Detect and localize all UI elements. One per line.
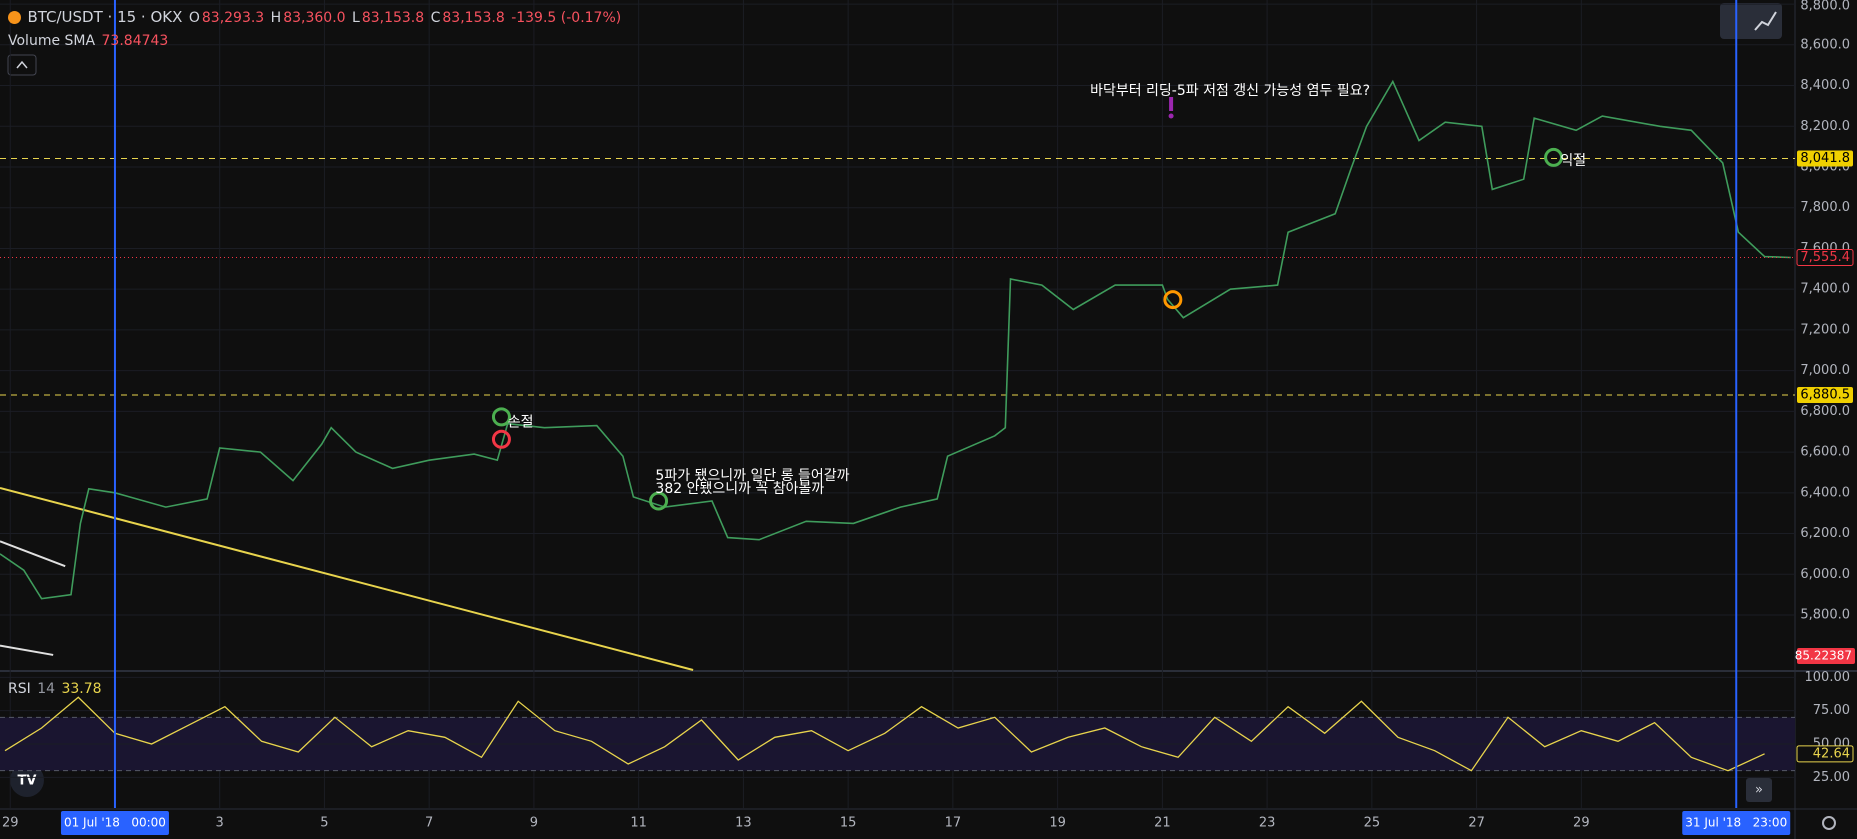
rsi-period: 14	[37, 681, 56, 697]
change: -139.5 (-0.17%)	[511, 10, 622, 26]
price-line	[0, 79, 1791, 600]
x-tick-label: 27	[1468, 816, 1485, 831]
o-label: O	[188, 10, 200, 26]
marker	[491, 429, 511, 449]
low: 83,153.8	[361, 10, 425, 26]
rsi-tick-label: 25.00	[1813, 770, 1850, 785]
vertical-label: 31 Jul '18 23:00	[1685, 816, 1787, 830]
y-tick-label: 7,000.0	[1800, 363, 1850, 378]
legend-main: BTC/USDT · 15 · OKX O 83,293.3 H 83,360.0 …	[8, 8, 623, 26]
vertical-label-box	[60, 811, 169, 835]
rsi-tick-label: 75.00	[1813, 703, 1850, 718]
x-tick-label: 23	[1259, 816, 1276, 831]
annotation: 382 안됐으니까 꼭 참아볼까	[655, 481, 824, 497]
volume-label: Volume SMA	[8, 33, 96, 49]
x-tick-label: 3	[216, 816, 224, 831]
collapse-button[interactable]	[7, 54, 37, 76]
last-price-label: 7,555.4	[1800, 250, 1850, 265]
rsi-tick-label: 100.00	[1805, 670, 1851, 685]
settings-icon[interactable]	[1822, 816, 1836, 830]
marker	[649, 491, 669, 511]
marker	[1163, 290, 1183, 310]
l-label: L	[352, 10, 360, 26]
y-tick-label: 6,000.0	[1800, 567, 1850, 582]
x-tick-label: 7	[425, 816, 433, 831]
volume-last-label: 85.22387	[1795, 649, 1852, 663]
svg-text:TV: TV	[18, 774, 37, 789]
level-label: 6,880.5	[1800, 387, 1850, 402]
x-tick-label: 9	[530, 816, 538, 831]
alert-icon	[1169, 97, 1174, 111]
y-tick-label: 8,200.0	[1800, 119, 1850, 134]
c-label: C	[430, 10, 441, 26]
y-tick-label: 8,800.0	[1800, 0, 1850, 14]
toolbar-widget[interactable]	[1720, 3, 1782, 39]
vertical-label: 01 Jul '18 00:00	[64, 816, 166, 830]
y-tick-label: 7,200.0	[1800, 322, 1850, 337]
level-label-box	[1797, 150, 1853, 167]
vertical-label-box	[1682, 811, 1791, 835]
y-tick-label: 6,800.0	[1800, 404, 1850, 419]
x-tick-label: 17	[945, 816, 962, 831]
legend-volume: Volume SMA 73.84743	[8, 33, 170, 49]
annotation: 익절	[1560, 153, 1586, 169]
trend-line	[0, 644, 54, 656]
last-price-box	[1796, 249, 1854, 267]
x-tick-label: 29	[2, 816, 19, 831]
coin-icon	[8, 11, 21, 24]
marker	[491, 407, 511, 427]
trend-line	[0, 540, 66, 568]
volume-sma: 73.84743	[101, 33, 169, 49]
x-tick-label: 15	[840, 816, 857, 831]
rsi-last-label: 42.64	[1813, 746, 1850, 761]
x-tick-label: 29	[1573, 816, 1590, 831]
rsi-last-box	[1796, 745, 1854, 763]
volume-last-box	[1797, 648, 1855, 664]
rsi-line	[4, 696, 1765, 772]
marker	[1544, 147, 1564, 167]
open: 83,293.3	[201, 10, 265, 26]
y-tick-label: 8,600.0	[1800, 37, 1850, 52]
annotation: 바닥부터 리딩-5파 저점 갱신 가능성 염두 필요?	[1090, 83, 1370, 99]
close: 83,153.8	[442, 10, 505, 26]
level-label-box	[1797, 386, 1853, 403]
y-tick-label: 6,400.0	[1800, 485, 1850, 500]
annotation: 5파가 됐으니까 일단 롱 들어갈까	[655, 468, 849, 484]
annotation: 손절	[508, 415, 534, 431]
x-tick-label: 19	[1049, 816, 1066, 831]
scroll-button[interactable]: »	[1746, 778, 1772, 802]
h-label: H	[270, 10, 282, 26]
alert-icon-dot	[1168, 113, 1174, 119]
y-tick-label: 6,200.0	[1800, 526, 1850, 541]
rsi-value: 33.78	[61, 681, 102, 697]
legend-rsi: RSI 14 33.78	[8, 681, 104, 697]
x-tick-label: 13	[735, 816, 752, 831]
symbol: BTC/USDT · 15 · OKX	[27, 8, 183, 26]
level-label: 8,041.8	[1800, 151, 1850, 166]
high: 83,360.0	[283, 10, 346, 26]
x-tick-label: 5	[320, 816, 328, 831]
y-tick-label: 5,800.0	[1800, 608, 1850, 623]
svg-text:»: »	[1755, 783, 1763, 798]
y-tick-label: 7,400.0	[1800, 282, 1850, 297]
x-tick-label: 21	[1154, 816, 1171, 831]
x-tick-label: 25	[1364, 816, 1381, 831]
y-tick-label: 8,400.0	[1800, 78, 1850, 93]
y-tick-label: 7,800.0	[1800, 200, 1850, 215]
x-tick-label: 11	[630, 816, 647, 831]
rsi-label: RSI	[8, 681, 31, 697]
y-tick-label: 6,600.0	[1800, 445, 1850, 460]
